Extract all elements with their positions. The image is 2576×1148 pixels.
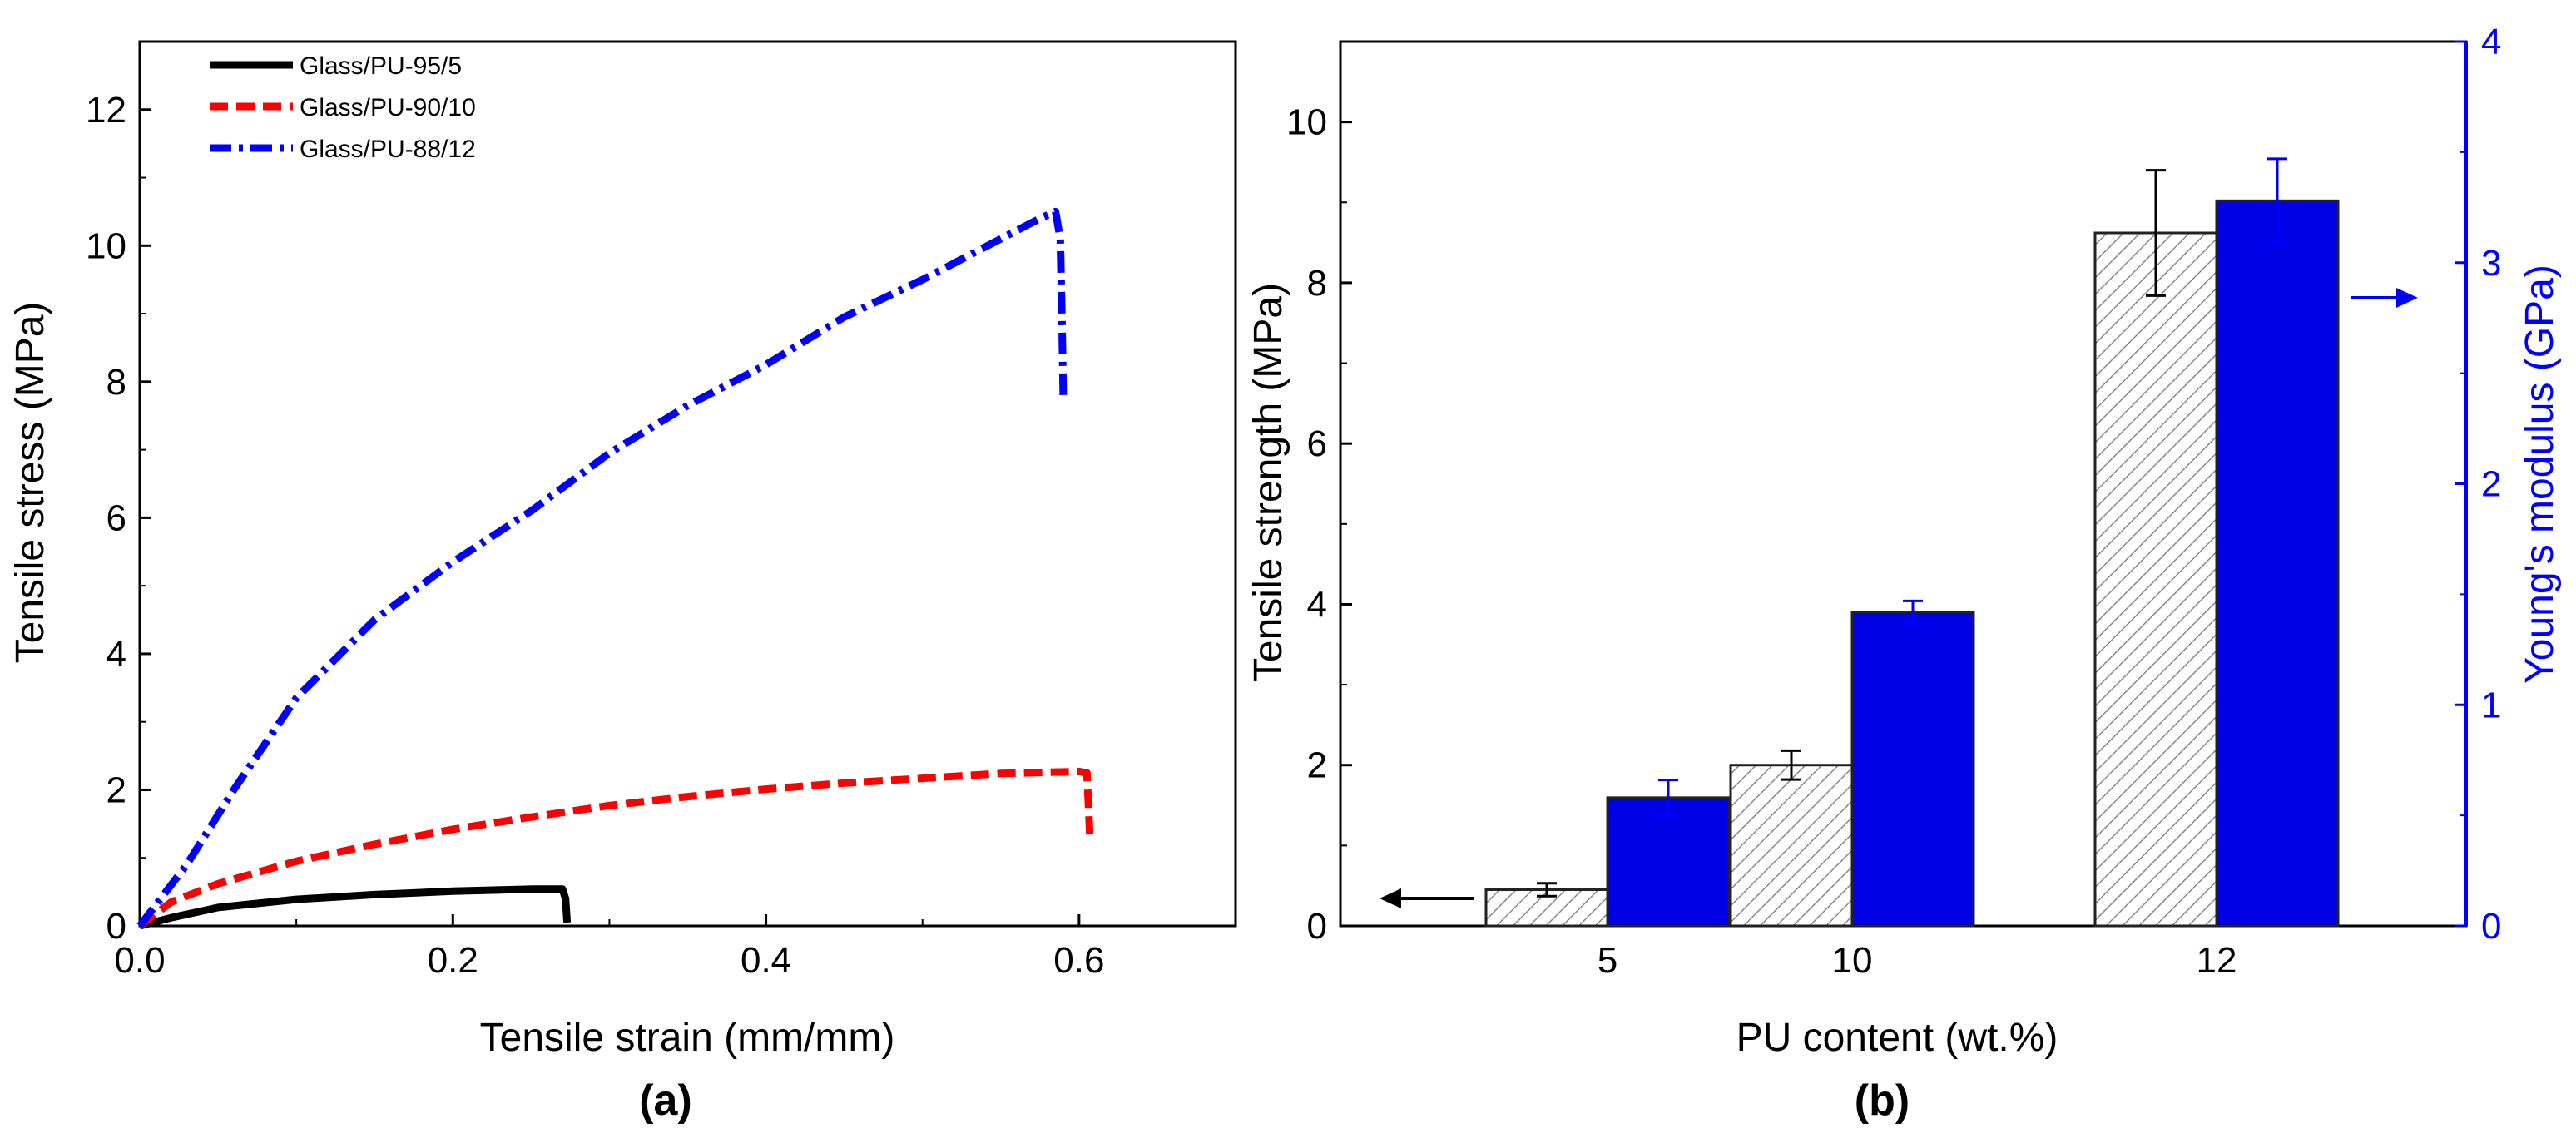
panel-b-y-tick-label: 6 (1307, 423, 1327, 464)
panel-a-y-tick-label: 4 (107, 634, 126, 675)
panel-a-label: (a) (639, 1076, 692, 1125)
panel-a-plot-frame (138, 40, 1237, 928)
tensile-strength-bar-12 (2093, 231, 2218, 928)
panel-a-x-axis-title: Tensile strain (mm/mm) (480, 1016, 895, 1060)
panel-b-right-y-ticks: 0 1 2 3 4 (2455, 22, 2501, 947)
panel-b-right-y-tick-label: 1 (2481, 685, 2501, 725)
panel-a-x-tick-label: 0.0 (114, 940, 165, 981)
panel-a-axes (138, 40, 1237, 928)
panel-a-x-ticks: 0.0 0.2 0.4 0.6 (114, 914, 1104, 981)
series-line-3 (136, 207, 1068, 928)
panel-b-right-y-axis-title: Young's modulus (GPa) (2518, 265, 2562, 684)
panel-b-y-tick-label: 10 (1286, 102, 1327, 143)
tensile-strength-bar-10 (1729, 764, 1854, 928)
series-line-1 (138, 885, 572, 930)
left-axis-indicator-arrow (1380, 888, 1474, 908)
legend-label-3: Glass/PU-88/12 (300, 136, 476, 163)
panel-b-y-axis-title: Tensile strength (MPa) (1246, 283, 1290, 682)
legend-label-2: Glass/PU-90/10 (300, 94, 476, 121)
panel-b-right-y-tick-label: 0 (2481, 906, 2501, 947)
panel-a-y-tick-label: 8 (107, 362, 126, 403)
panel-b-bars (1484, 157, 2340, 928)
panel-b-y-tick-label: 0 (1307, 906, 1327, 947)
panel-a-series-lines (136, 207, 1094, 930)
panel-a-line-chart: 0.0 0.2 0.4 0.6 0 2 4 6 8 10 12 Tensile strain (m… (8, 40, 1237, 1125)
panel-b-y-tick-label: 8 (1307, 263, 1327, 304)
panel-a-y-axis-title: Tensile stress (MPa) (8, 302, 52, 664)
panel-a-y-tick-label: 0 (107, 906, 126, 947)
panel-a-y-tick-label: 10 (86, 225, 126, 266)
panel-b-right-y-tick-label: 3 (2481, 243, 2501, 284)
panel-b-right-y-tick-label: 2 (2481, 464, 2501, 505)
series-line-2 (137, 767, 1094, 929)
panel-b-y-tick-label: 2 (1307, 745, 1327, 786)
panel-b-y-ticks: 0 2 4 6 8 10 (1286, 102, 1352, 947)
panel-a-y-ticks: 0 2 4 6 8 10 12 (86, 90, 151, 947)
panel-a-x-tick-label: 0.4 (741, 940, 791, 981)
youngs-modulus-bar-12 (2215, 199, 2340, 928)
panel-a-y-tick-label: 12 (86, 90, 126, 131)
panel-a-x-tick-label: 0.2 (428, 940, 478, 981)
youngs-modulus-bar-5 (1606, 796, 1731, 928)
right-axis-indicator-arrow (2351, 288, 2418, 308)
panel-a-x-tick-label: 0.6 (1053, 940, 1104, 981)
panel-b-label: (b) (1855, 1076, 1910, 1125)
legend-label-1: Glass/PU-95/5 (300, 52, 462, 80)
panel-b-x-axis-title: PU content (wt.%) (1736, 1016, 2058, 1060)
panel-b-x-tick-label: 12 (2197, 940, 2237, 981)
panel-a-y-tick-label: 2 (107, 769, 126, 810)
panel-b-x-tick-label: 5 (1598, 940, 1617, 981)
panel-b-y-tick-label: 4 (1307, 584, 1327, 625)
youngs-modulus-bar-10 (1850, 611, 1975, 928)
panel-a-legend: Glass/PU-95/5 Glass/PU-90/10 Glass/PU-88/1… (210, 52, 476, 163)
panel-a-y-tick-label: 6 (107, 497, 126, 538)
panel-b-x-tick-label: 10 (1832, 940, 1873, 981)
panel-b-right-y-tick-label: 4 (2481, 22, 2501, 62)
